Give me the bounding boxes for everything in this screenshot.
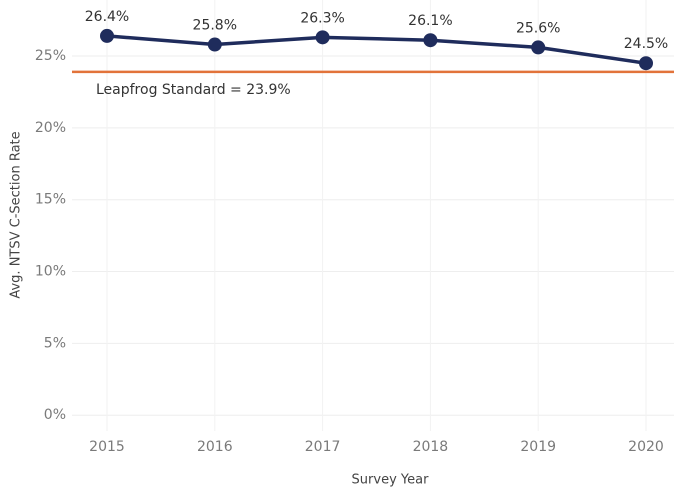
x-tick-label: 2015 <box>89 439 125 455</box>
x-tick-label: 2018 <box>413 439 449 455</box>
y-tick-label: 15% <box>35 192 66 208</box>
point <box>315 30 330 45</box>
point <box>100 28 114 43</box>
y-tick-label: 5% <box>44 335 66 351</box>
data-label: 25.6% <box>516 20 560 36</box>
y-tick-label: 10% <box>35 264 66 280</box>
data-label: 24.5% <box>624 36 668 52</box>
y-tick-label: 20% <box>35 120 66 136</box>
point <box>531 40 546 55</box>
data-label: 26.3% <box>300 10 344 26</box>
line <box>106 34 647 65</box>
x-tick-label: 2017 <box>305 439 341 455</box>
x-tick-label: 2019 <box>520 439 556 455</box>
y-tick-label: 0% <box>44 407 66 423</box>
data-label: 25.8% <box>193 18 237 34</box>
point <box>423 33 438 48</box>
y-axis-title: Avg. NTSV C-Section Rate <box>9 131 24 298</box>
x-tick-label: 2020 <box>628 439 664 455</box>
y-tick-label: 25% <box>35 48 66 64</box>
point <box>207 37 222 52</box>
reference-label: Leapfrog Standard = 23.9% <box>96 82 291 98</box>
data-label: 26.4% <box>85 9 129 25</box>
data-label: 26.1% <box>408 13 452 29</box>
x-tick-label: 2016 <box>197 439 233 455</box>
x-axis-title: Survey Year <box>352 473 430 488</box>
point <box>639 56 653 71</box>
